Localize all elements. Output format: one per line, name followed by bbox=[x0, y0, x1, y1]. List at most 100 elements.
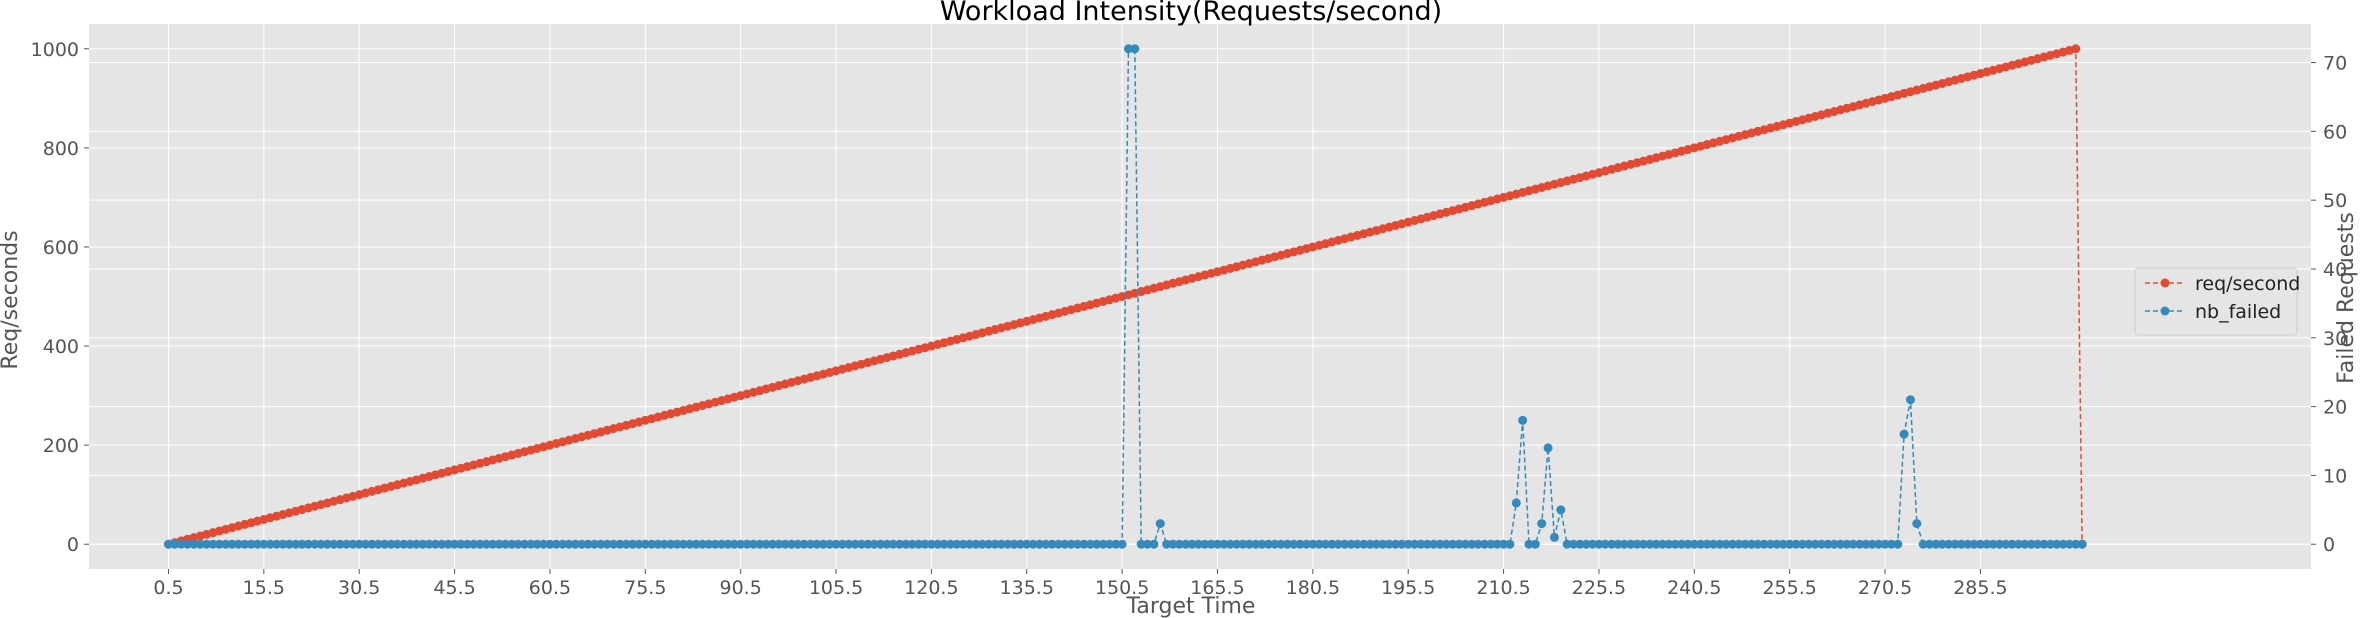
data-point-nb-failed bbox=[1295, 539, 1305, 549]
data-point-nb-failed bbox=[1212, 539, 1222, 549]
data-point-nb-failed bbox=[526, 539, 536, 549]
x-tick-label: 165.5 bbox=[1190, 577, 1244, 599]
data-point-nb-failed bbox=[1982, 539, 1992, 549]
data-point-nb-failed bbox=[1619, 539, 1629, 549]
data-point-nb-failed bbox=[1028, 539, 1038, 549]
legend-marker-nb-failed bbox=[2160, 306, 2170, 316]
data-point-nb-failed bbox=[392, 539, 402, 549]
data-point-nb-failed bbox=[1219, 539, 1229, 549]
data-point-nb-failed bbox=[577, 539, 587, 549]
data-point-nb-failed bbox=[1314, 539, 1324, 549]
y2-tick-label: 10 bbox=[2323, 465, 2347, 487]
data-point-nb-failed bbox=[1034, 539, 1044, 549]
data-point-nb-failed bbox=[214, 539, 224, 549]
data-point-nb-failed bbox=[1263, 539, 1273, 549]
data-point-nb-failed bbox=[1823, 539, 1833, 549]
data-point-nb-failed bbox=[183, 539, 193, 549]
data-point-nb-failed bbox=[1397, 539, 1407, 549]
data-point-nb-failed bbox=[1937, 539, 1947, 549]
data-point-nb-failed bbox=[1073, 539, 1083, 549]
data-point-nb-failed bbox=[272, 539, 282, 549]
data-point-nb-failed bbox=[1054, 539, 1064, 549]
data-point-nb-failed bbox=[1181, 539, 1191, 549]
data-point-nb-failed bbox=[208, 539, 218, 549]
data-point-nb-failed bbox=[1836, 539, 1846, 549]
data-point-nb-failed bbox=[1193, 539, 1203, 549]
data-point-nb-failed bbox=[265, 539, 275, 549]
data-point-nb-failed bbox=[1308, 539, 1318, 549]
data-point-nb-failed bbox=[1333, 539, 1343, 549]
data-point-nb-failed bbox=[755, 539, 765, 549]
data-point-nb-failed bbox=[520, 539, 529, 549]
data-point-nb-failed bbox=[1829, 539, 1839, 549]
x-tick-label: 195.5 bbox=[1381, 577, 1435, 599]
data-point-nb-failed bbox=[748, 539, 758, 549]
data-point-nb-failed bbox=[895, 539, 905, 549]
data-point-nb-failed bbox=[1327, 539, 1337, 549]
data-point-nb-failed bbox=[1664, 539, 1674, 549]
data-point-nb-failed bbox=[869, 539, 879, 549]
data-point-nb-failed bbox=[1244, 539, 1254, 549]
data-point-nb-failed bbox=[1238, 539, 1248, 549]
data-point-nb-failed bbox=[475, 539, 485, 549]
data-point-nb-failed bbox=[780, 539, 790, 549]
data-point-nb-failed bbox=[1740, 539, 1750, 549]
data-point-nb-failed bbox=[1931, 539, 1941, 549]
data-point-nb-failed bbox=[1505, 539, 1515, 549]
y2-tick-label: 40 bbox=[2323, 259, 2347, 281]
data-point-nb-failed bbox=[1410, 539, 1420, 549]
data-point-nb-failed bbox=[1956, 539, 1966, 549]
data-point-nb-failed bbox=[1975, 539, 1985, 549]
data-point-nb-failed bbox=[1257, 539, 1267, 549]
data-point-nb-failed bbox=[1384, 539, 1394, 549]
y-tick-label: 400 bbox=[43, 336, 79, 358]
data-point-nb-failed bbox=[252, 539, 262, 549]
data-point-nb-failed bbox=[926, 539, 936, 549]
data-point-nb-failed bbox=[2058, 539, 2068, 549]
data-point-nb-failed bbox=[405, 539, 415, 549]
data-point-nb-failed bbox=[1467, 539, 1477, 549]
data-point-nb-failed bbox=[799, 539, 809, 549]
data-point-nb-failed bbox=[1003, 539, 1013, 549]
data-point-nb-failed bbox=[1365, 539, 1375, 549]
data-point-nb-failed bbox=[1480, 539, 1490, 549]
data-point-nb-failed bbox=[977, 539, 987, 549]
data-point-nb-failed bbox=[163, 539, 173, 549]
data-point-nb-failed bbox=[2071, 539, 2081, 549]
x-tick-label: 60.5 bbox=[529, 577, 571, 599]
data-point-nb-failed bbox=[1696, 539, 1706, 549]
data-point-nb-failed bbox=[2064, 539, 2074, 549]
data-point-nb-failed bbox=[1321, 539, 1331, 549]
data-point-nb-failed bbox=[1143, 539, 1153, 549]
data-point-nb-failed bbox=[284, 539, 294, 549]
data-point-nb-failed bbox=[1123, 44, 1133, 54]
data-point-nb-failed bbox=[1632, 539, 1642, 549]
data-point-nb-failed bbox=[1727, 539, 1737, 549]
data-point-nb-failed bbox=[1855, 539, 1865, 549]
x-tick-label: 285.5 bbox=[1953, 577, 2007, 599]
data-point-nb-failed bbox=[361, 539, 371, 549]
data-point-nb-failed bbox=[710, 539, 720, 549]
data-point-nb-failed bbox=[1225, 539, 1235, 549]
data-point-nb-failed bbox=[329, 539, 339, 549]
data-point-nb-failed bbox=[653, 539, 663, 549]
legend: req/second nb_failed bbox=[2134, 267, 2300, 336]
data-point-nb-failed bbox=[1766, 539, 1776, 549]
data-point-nb-failed bbox=[1136, 539, 1146, 549]
data-point-nb-failed bbox=[1429, 539, 1439, 549]
data-point-nb-failed bbox=[2039, 539, 2049, 549]
data-point-nb-failed bbox=[367, 539, 377, 549]
data-point-nb-failed bbox=[539, 539, 549, 549]
data-point-nb-failed bbox=[888, 539, 898, 549]
data-point-nb-failed bbox=[240, 539, 250, 549]
data-point-nb-failed bbox=[1778, 539, 1788, 549]
data-point-nb-failed bbox=[2020, 539, 2030, 549]
y2-tick-label: 60 bbox=[2323, 121, 2347, 143]
data-point-nb-failed bbox=[1537, 519, 1547, 529]
data-point-nb-failed bbox=[354, 539, 364, 549]
data-point-nb-failed bbox=[1371, 539, 1381, 549]
x-tick-label: 225.5 bbox=[1572, 577, 1626, 599]
data-point-nb-failed bbox=[971, 539, 981, 549]
chart-title: Workload Intensity(Requests/second) bbox=[940, 0, 1442, 27]
data-point-nb-failed bbox=[1893, 539, 1903, 549]
